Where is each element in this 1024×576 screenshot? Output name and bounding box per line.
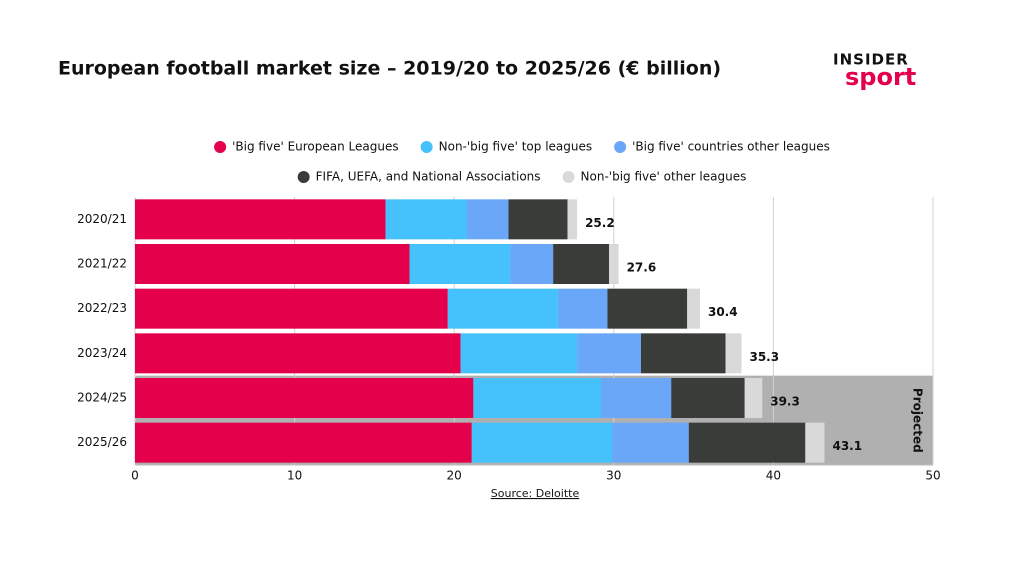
y-tick-label: 2024/25 bbox=[77, 391, 127, 405]
brand-bottom: sport bbox=[845, 63, 916, 91]
legend-label: Non-'big five' top leagues bbox=[439, 140, 593, 154]
bar-segment bbox=[466, 199, 509, 240]
bar-segment bbox=[460, 333, 578, 374]
bar-segment bbox=[687, 288, 700, 329]
legend-row: FIFA, UEFA, and National Associations Non… bbox=[297, 170, 747, 184]
x-tick-label: 30 bbox=[606, 469, 621, 483]
bar-segment bbox=[671, 378, 745, 418]
bar-segment bbox=[135, 288, 448, 329]
bar-segment bbox=[612, 422, 689, 463]
bar-segment bbox=[471, 422, 613, 463]
x-tick-label: 0 bbox=[131, 469, 139, 483]
bar-segment bbox=[409, 244, 511, 284]
legend-row: 'Big five' European Leagues Non-'big five… bbox=[214, 140, 830, 154]
x-tick-label: 20 bbox=[447, 469, 462, 483]
total-label: 25.2 bbox=[585, 216, 615, 230]
legend-label: FIFA, UEFA, and National Associations bbox=[316, 170, 541, 184]
y-tick-label: 2025/26 bbox=[77, 435, 127, 449]
total-label: 30.4 bbox=[708, 305, 738, 319]
bar-segment bbox=[510, 244, 554, 284]
y-tick-label: 2021/22 bbox=[77, 257, 127, 271]
bar-segment bbox=[601, 378, 672, 418]
bar-segment bbox=[557, 288, 608, 329]
bar-segment bbox=[725, 333, 742, 374]
legend-label: Non-'big five' other leagues bbox=[581, 170, 747, 184]
legend-swatch bbox=[297, 171, 310, 183]
chart-title: European football market size – 2019/20 … bbox=[58, 58, 721, 80]
total-label: 43.1 bbox=[832, 439, 862, 453]
source: Source: Deloitte bbox=[491, 487, 580, 500]
total-label: 39.3 bbox=[770, 395, 800, 409]
legend-label: 'Big five' European Leagues bbox=[232, 140, 399, 154]
bar-segment bbox=[135, 199, 386, 240]
bar-segment bbox=[135, 333, 461, 374]
total-label: 35.3 bbox=[749, 350, 779, 364]
bar-segment bbox=[135, 244, 410, 284]
projected-label: Projected bbox=[911, 388, 925, 453]
total-label: 27.6 bbox=[627, 261, 657, 275]
bar-segment bbox=[609, 244, 619, 284]
bar-segment bbox=[473, 378, 602, 418]
y-tick-label: 2023/24 bbox=[77, 346, 127, 360]
legend-swatch bbox=[562, 171, 575, 183]
bar-segment bbox=[640, 333, 726, 374]
bar-segment bbox=[135, 422, 472, 463]
brand-top: INSIDER bbox=[833, 51, 909, 69]
x-tick-label: 50 bbox=[925, 469, 940, 483]
legend-swatch bbox=[614, 141, 627, 153]
bar-segment bbox=[135, 378, 474, 418]
bar-segment bbox=[508, 199, 568, 240]
legend-swatch bbox=[214, 141, 227, 153]
bar-segment bbox=[805, 422, 825, 463]
y-tick-label: 2022/23 bbox=[77, 301, 127, 315]
bar-segment bbox=[567, 199, 578, 240]
x-tick-label: 10 bbox=[287, 469, 302, 483]
y-tick-label: 2020/21 bbox=[77, 212, 127, 226]
bar-segment bbox=[688, 422, 806, 463]
bar-segment bbox=[385, 199, 467, 240]
bar-segment bbox=[607, 288, 688, 329]
bar-segment bbox=[744, 378, 763, 418]
bar-segment bbox=[447, 288, 558, 329]
legend-label: 'Big five' countries other leagues bbox=[632, 140, 830, 154]
legend-swatch bbox=[420, 141, 433, 153]
bar-segment bbox=[577, 333, 641, 374]
bar-segment bbox=[553, 244, 610, 284]
x-tick-label: 40 bbox=[766, 469, 781, 483]
